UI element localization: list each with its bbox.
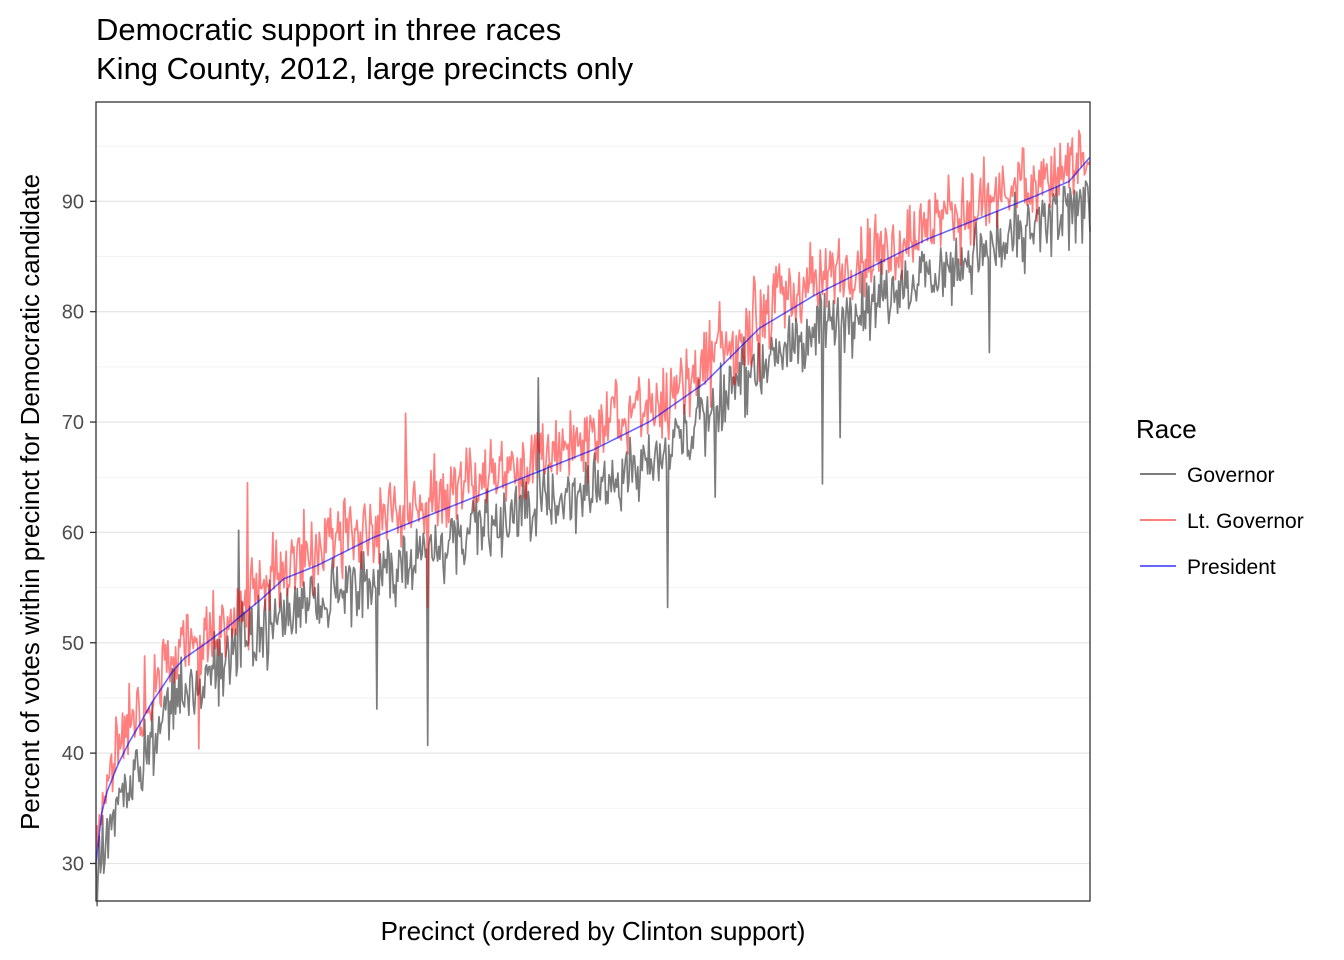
major-gridlines xyxy=(96,200,1090,865)
y-tick-label: 70 xyxy=(62,412,84,434)
x-axis-title: Precinct (ordered by Clinton support) xyxy=(381,916,806,946)
legend-label-governor: Governor xyxy=(1187,464,1275,487)
y-tick-label: 90 xyxy=(62,191,84,213)
series-line-governor xyxy=(95,180,1091,907)
legend-label-president: President xyxy=(1187,556,1276,579)
legend-item-governor: Governor xyxy=(1140,464,1275,487)
y-tick-label: 80 xyxy=(62,302,84,324)
series-line-lt-governor xyxy=(95,129,1091,862)
y-tick-label: 50 xyxy=(62,633,84,655)
legend: Race Governor Lt. Governor President xyxy=(1136,414,1304,579)
y-tick-label: 40 xyxy=(62,743,84,765)
y-tick-label: 30 xyxy=(62,853,84,875)
series-president xyxy=(95,156,1091,864)
plot-area xyxy=(95,101,1091,907)
y-axis-title: Percent of votes within precinct for Dem… xyxy=(15,174,45,830)
legend-item-president: President xyxy=(1140,556,1276,579)
series-lt-governor xyxy=(95,129,1091,862)
legend-title: Race xyxy=(1136,414,1197,444)
series-governor xyxy=(95,180,1091,907)
legend-label-lt-governor: Lt. Governor xyxy=(1187,510,1304,533)
legend-item-lt-governor: Lt. Governor xyxy=(1140,510,1304,533)
y-tick-label: 60 xyxy=(62,522,84,544)
chart-subtitle: King County, 2012, large precincts only xyxy=(96,51,634,86)
series-line-president xyxy=(95,156,1091,864)
y-axis: 30 40 50 60 70 80 90 xyxy=(62,191,96,875)
chart-title: Democratic support in three races xyxy=(96,12,561,47)
plot-border xyxy=(95,101,1091,902)
